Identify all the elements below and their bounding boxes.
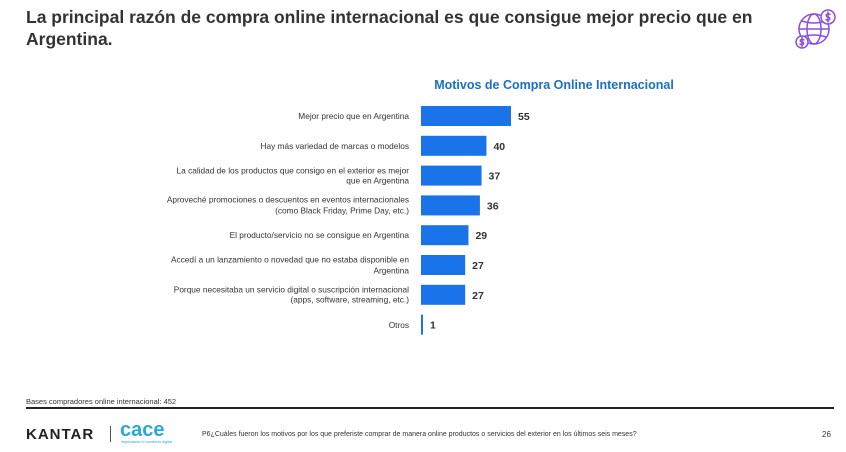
category-label-line: (como Black Friday, Prime Day, etc.)	[275, 205, 409, 216]
category-label: Aproveché promociones o descuentos en ev…	[119, 195, 409, 216]
category-label-line: que en Argentina	[346, 175, 409, 186]
category-label-line: Argentina	[373, 265, 409, 275]
category-label-line: Otros	[388, 319, 409, 330]
bar	[421, 255, 466, 275]
bar	[421, 165, 482, 186]
bar-value-label: 27	[472, 260, 484, 272]
page-headline: La principal razón de compra online inte…	[26, 7, 753, 49]
cace-logo: cace	[120, 419, 165, 441]
page-number: 26	[822, 430, 831, 439]
category-label: Accedí a un lanzamiento o novedad que no…	[119, 255, 409, 276]
category-label: Porque necesitaba un servicio digital o …	[119, 284, 409, 305]
category-label: El producto/servicio no se consigue en A…	[119, 230, 409, 241]
category-label: La calidad de los productos que consigo …	[119, 165, 409, 186]
bar	[421, 195, 480, 216]
bar-value-label: 1	[430, 320, 436, 332]
category-label: Otros	[119, 319, 409, 330]
cace-tagline: impulsando el comercio digital	[121, 440, 172, 444]
bar-value-label: 40	[493, 141, 505, 153]
bar	[421, 106, 511, 126]
category-label-line: Hay más variedad de marcas o modelos	[260, 140, 410, 151]
bar	[421, 314, 423, 335]
bar-value-label: 37	[489, 171, 501, 183]
bar	[421, 135, 487, 156]
globe-money-icon	[795, 9, 836, 49]
category-label-line: Aproveché promociones o descuentos en ev…	[166, 194, 409, 205]
bar	[421, 284, 466, 305]
category-label-line: El producto/servicio no se consigue en A…	[229, 229, 409, 240]
logo-divider	[110, 426, 111, 442]
category-label-line: La calidad de los productos que consigo …	[176, 165, 409, 176]
bar-value-label: 29	[475, 230, 487, 242]
bar	[421, 225, 469, 246]
category-label: Mejor precio que en Argentina	[119, 111, 409, 122]
category-label-line: (apps, software, streaming, etc.)	[290, 294, 409, 305]
bar-value-label: 27	[472, 290, 484, 302]
base-note: Bases compradores online internacional: …	[26, 397, 177, 406]
bar-value-label: 55	[518, 111, 530, 123]
bar-value-label: 36	[487, 200, 499, 212]
category-label-line: Accedí a un lanzamiento o novedad que no…	[170, 254, 409, 265]
footer-rule	[26, 407, 834, 409]
kantar-logo: KANTAR	[26, 426, 95, 443]
category-label-line: Mejor precio que en Argentina	[298, 110, 409, 121]
category-label: Hay más variedad de marcas o modelos	[119, 140, 410, 152]
chart-title: Motivos de Compra Online Internacional	[434, 78, 674, 92]
category-label-line: Porque necesitaba un servicio digital o …	[173, 284, 409, 295]
survey-question: P6¿Cuáles fueron los motivos por los que…	[202, 431, 637, 438]
